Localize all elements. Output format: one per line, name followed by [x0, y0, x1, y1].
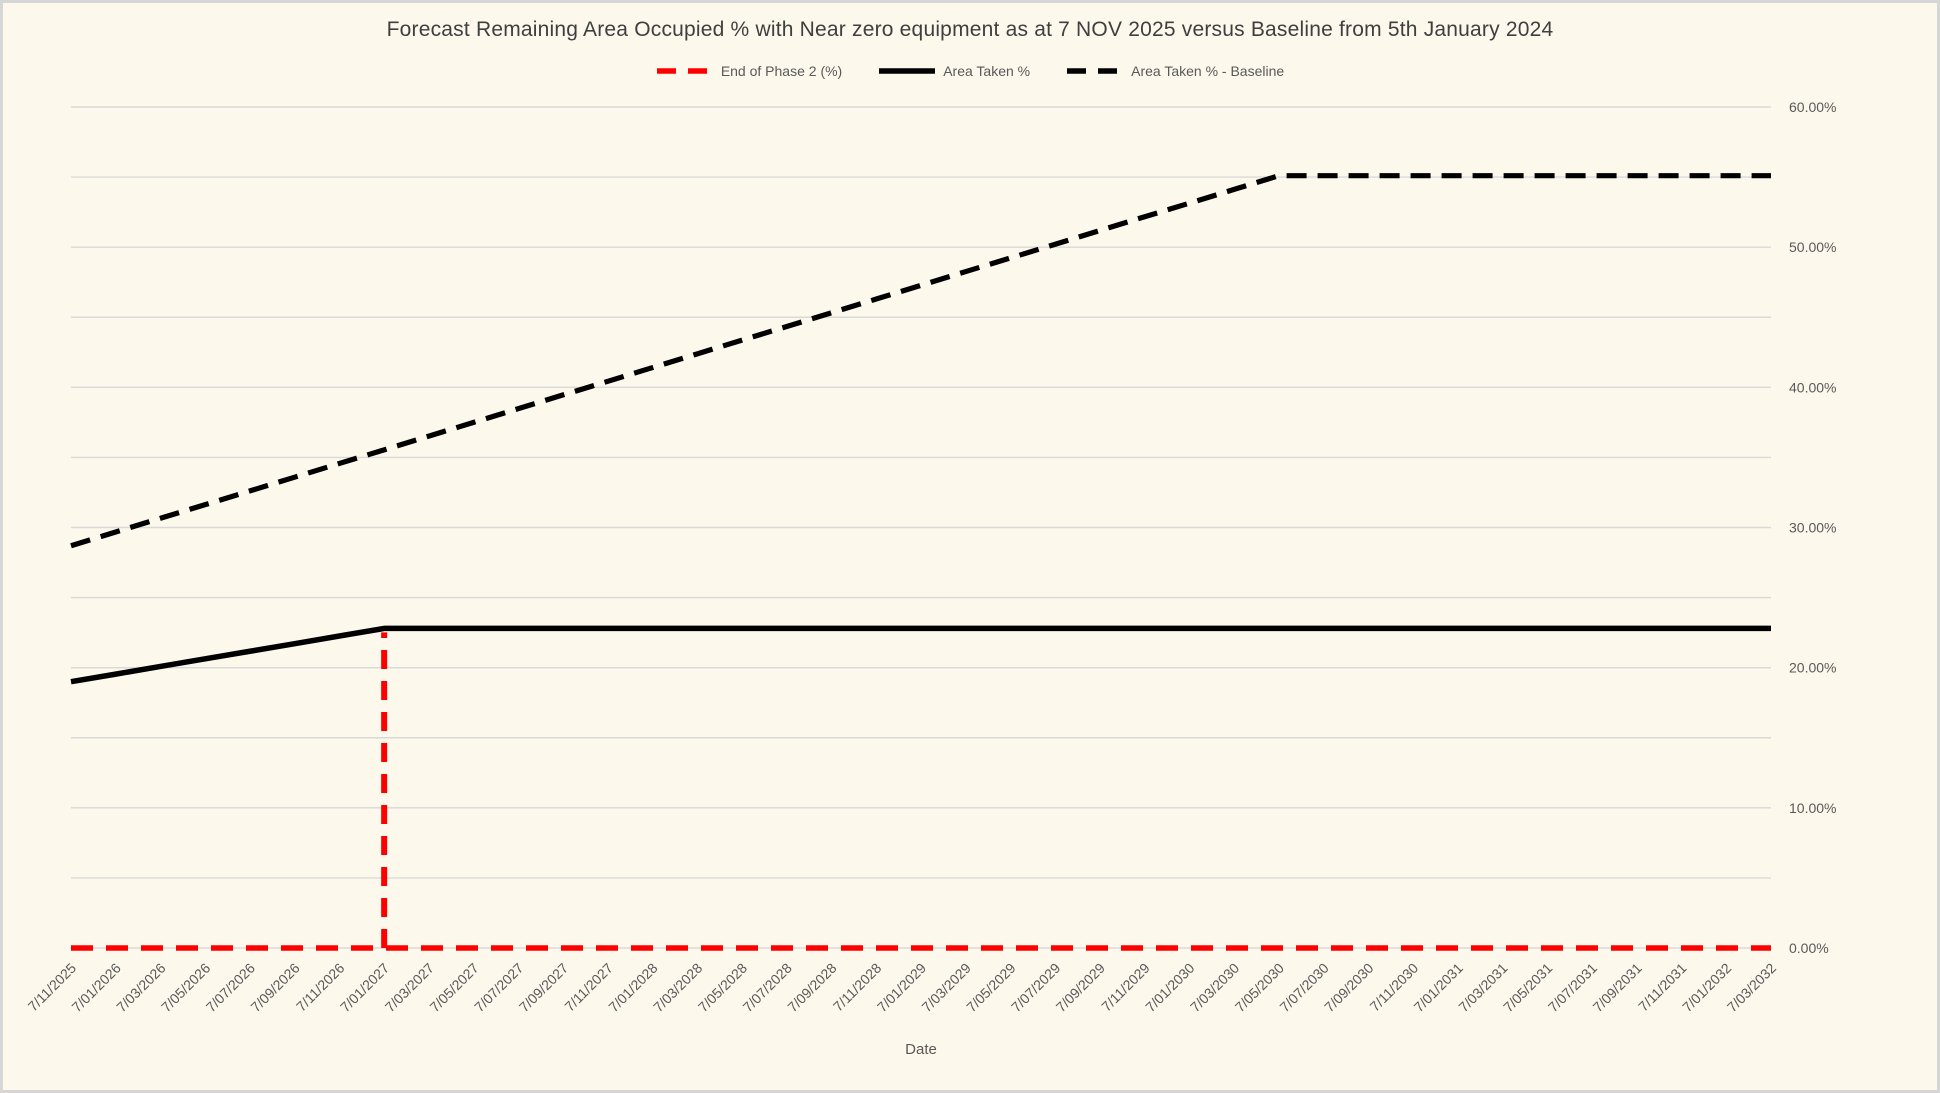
x-tick-label: 7/09/2029: [1053, 960, 1109, 1016]
x-tick-label: 7/09/2026: [247, 960, 303, 1016]
chart-legend: End of Phase 2 (%) Area Taken % Area Tak…: [3, 63, 1937, 79]
legend-line-sample-red-dashed-icon: [656, 68, 713, 74]
y-tick-label: 60.00%: [1789, 99, 1836, 115]
legend-label-area-taken: Area Taken %: [943, 63, 1031, 79]
legend-label-end-of-phase-2: End of Phase 2 (%): [720, 63, 843, 79]
x-tick-label: 7/09/2031: [1590, 960, 1646, 1016]
series-line-area-taken[interactable]: [70, 625, 1771, 685]
chart-title: Forecast Remaining Area Occupied % with …: [386, 18, 1554, 41]
legend-label-area-taken-baseline: Area Taken % - Baseline: [1131, 63, 1285, 79]
x-tick-label: 7/09/2027: [516, 960, 572, 1016]
legend-item-area-taken-baseline[interactable]: Area Taken % - Baseline: [1066, 63, 1284, 79]
y-tick-label: 30.00%: [1789, 520, 1836, 536]
series-line-area-taken-baseline[interactable]: [70, 173, 1771, 549]
y-tick-label: 10.00%: [1789, 800, 1836, 816]
y-tick-label: 50.00%: [1789, 239, 1836, 255]
x-tick-label: 7/09/2028: [784, 960, 840, 1016]
x-tick-label: 7/03/2032: [1724, 960, 1780, 1016]
x-tick-label: 7/09/2030: [1321, 960, 1377, 1016]
y-tick-label: 0.00%: [1789, 940, 1829, 956]
y-tick-label: 20.00%: [1789, 660, 1836, 676]
plot-area[interactable]: 0.00% 10.00% 20.00% 30.00% 40.00% 50.00% 60.00…: [3, 3, 1940, 1093]
legend-line-sample-black-dashed-icon: [1067, 68, 1124, 74]
x-axis-title: Date: [905, 1041, 937, 1058]
y-tick-label: 40.00%: [1789, 379, 1836, 395]
legend-item-area-taken[interactable]: Area Taken %: [878, 63, 1030, 79]
legend-line-sample-black-solid-icon: [879, 68, 936, 74]
legend-item-end-of-phase-2[interactable]: End of Phase 2 (%): [656, 63, 842, 79]
